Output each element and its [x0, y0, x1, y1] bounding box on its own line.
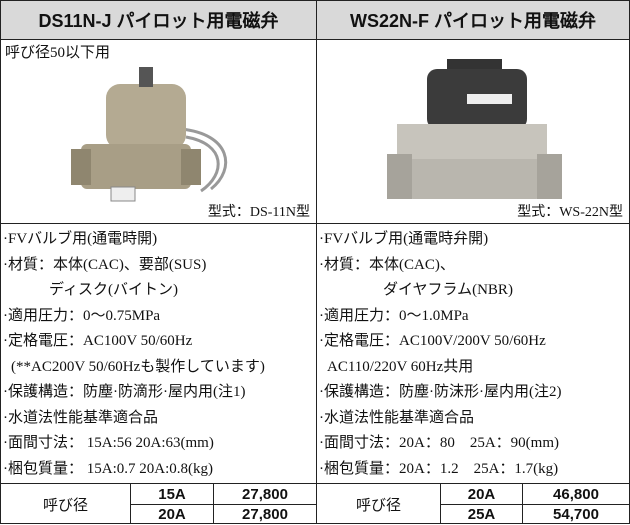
- price: 54,700: [553, 506, 599, 523]
- spec: ·FVバルブ用(通電時開): [3, 231, 158, 247]
- spec: ·定格電圧：AC100V 50/60Hz: [3, 333, 193, 349]
- model: 型式：WS-22N型: [517, 205, 623, 220]
- size-note: 呼び径50以下用: [5, 45, 111, 61]
- spec: ·保護構造：防塵·防滴形·屋内用(注1): [3, 384, 246, 400]
- spec-list: ·FVバルブ用(通電時開) ·材質：本体(CAC)、要部(SUS) ディスク(バ…: [1, 224, 316, 484]
- spec: ディスク(バイトン): [49, 282, 178, 298]
- spec: ·水道法性能基準適合品: [319, 409, 474, 426]
- spec-list: ·FVバルブ用(通電時弁開) ·材質：本体(CAC)、 ダイヤフラム(NBR) …: [317, 224, 629, 484]
- spec: ·水道法性能基準適合品: [3, 409, 158, 426]
- size: 15A: [131, 484, 214, 505]
- valve-image: [71, 67, 228, 202]
- product-title: WS22N-F パイロット用電磁弁: [317, 1, 629, 40]
- product-title: DS11N-J パイロット用電磁弁: [1, 1, 316, 40]
- price-header: 呼び径: [1, 484, 131, 524]
- model: 型式：DS-11N型: [207, 205, 310, 220]
- price-header: 呼び径: [317, 484, 441, 524]
- size: 20A: [131, 505, 214, 524]
- size: 20A: [441, 484, 523, 505]
- size: 25A: [441, 505, 523, 524]
- spec: ·材質：本体(CAC)、要部(SUS): [3, 256, 207, 273]
- spec: ·適用圧力：0〜0.75MPa: [3, 307, 161, 324]
- spec: (**AC200V 50/60Hzも製作しています): [11, 358, 265, 375]
- price: 27,800: [242, 506, 288, 523]
- price: 27,800: [214, 484, 316, 505]
- spec: ·梱包質量： 15A:0.7 20A:0.8(kg): [3, 460, 213, 477]
- valve-image: [387, 59, 562, 199]
- spec: ·適用圧力：0〜1.0MPa: [319, 307, 469, 324]
- spec: ·面間寸法： 15A:56 20A:63(mm): [3, 435, 214, 451]
- spec: ダイヤフラム(NBR): [383, 282, 513, 298]
- spec: ·面間寸法：20A：80 25A：90(mm): [319, 435, 559, 451]
- spec: ·定格電圧：AC100V/200V 50/60Hz: [319, 333, 546, 349]
- product-image-cell: 型式：WS-22N型: [317, 39, 629, 224]
- price: 46,800: [523, 484, 629, 505]
- product-column: DS11N-J パイロット用電磁弁 呼び径50以下用 型式：DS-11N型 ·F…: [0, 0, 317, 524]
- spec: AC110/220V 60Hz共用: [327, 358, 474, 375]
- spec: ·材質：本体(CAC)、: [319, 256, 455, 273]
- product-column: WS22N-F パイロット用電磁弁 型式：WS-22N型 ·FVバルブ用(通電時…: [316, 0, 630, 524]
- product-image-cell: 呼び径50以下用 型式：DS-11N型: [1, 39, 316, 224]
- spec: ·梱包質量：20A：1.2 25A：1.7(kg): [319, 460, 559, 477]
- spec: ·FVバルブ用(通電時弁開): [319, 231, 489, 247]
- spec: ·保護構造：防塵·防沫形·屋内用(注2): [319, 384, 562, 400]
